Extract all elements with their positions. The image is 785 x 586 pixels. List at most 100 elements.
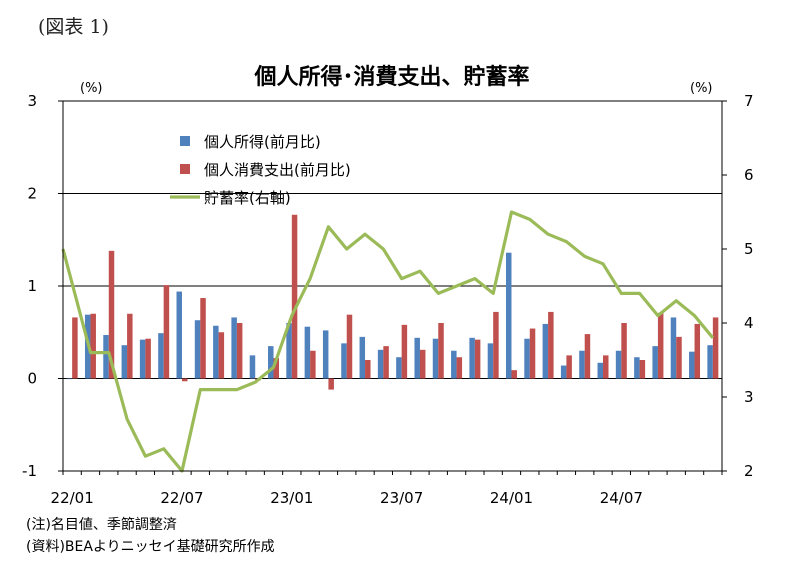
bar	[108, 250, 115, 379]
bar	[548, 311, 554, 379]
left-axis-unit: (%)	[80, 81, 103, 96]
bar	[291, 214, 298, 379]
bar	[194, 320, 201, 379]
bar	[346, 314, 353, 379]
bar	[181, 378, 188, 382]
bar	[90, 313, 96, 379]
bar	[359, 336, 366, 379]
bar	[286, 323, 292, 379]
chart-title: 個人所得･消費支出、貯蓄率	[253, 64, 529, 90]
bar	[694, 323, 701, 379]
bar	[505, 252, 512, 379]
bar	[365, 360, 371, 379]
bar	[566, 355, 572, 379]
bar	[322, 330, 329, 379]
bar	[469, 337, 475, 379]
bar	[200, 298, 206, 379]
bar	[145, 338, 151, 379]
bar	[657, 312, 664, 379]
bar	[621, 323, 627, 379]
bar	[139, 339, 146, 379]
bar	[639, 360, 646, 379]
line-series	[61, 210, 715, 473]
right-tick-label: 2	[744, 462, 754, 480]
bar	[72, 317, 78, 379]
bar	[432, 338, 439, 379]
chart: 個人所得･消費支出、貯蓄率 (%) (%) -1 0 1 2 3 2 3 4 5 6 7 22/01 2…	[22, 64, 754, 507]
bar	[438, 323, 444, 379]
bar	[676, 336, 682, 379]
right-axis-unit: (%)	[690, 81, 713, 96]
bar	[524, 338, 530, 379]
bar	[414, 337, 420, 379]
bar	[712, 317, 719, 379]
bar	[249, 355, 256, 379]
bar	[615, 350, 622, 379]
bar	[487, 343, 494, 379]
bar	[584, 334, 591, 379]
bar	[670, 317, 677, 379]
axes: -1 0 1 2 3 2 3 4 5 6 7 22/01 22/07 23/01 23/07 24/01 24/…	[22, 92, 754, 507]
bar-series	[66, 214, 719, 390]
bar	[341, 343, 347, 379]
bar	[158, 333, 164, 379]
bar	[377, 349, 384, 379]
right-tick-label: 4	[744, 314, 754, 332]
x-tick-label: 24/07	[600, 489, 643, 507]
right-tick-label: 7	[744, 92, 754, 110]
bar	[560, 365, 567, 379]
gridlines	[63, 100, 722, 472]
source-line: (資料)BEAよりニッセイ基礎研究所作成	[26, 539, 275, 555]
bar	[213, 325, 219, 379]
bar	[176, 291, 182, 379]
left-tick-label: 3	[27, 92, 37, 110]
legend-swatch	[180, 164, 190, 174]
bar	[127, 313, 133, 379]
bar	[542, 323, 549, 379]
legend-swatch	[180, 136, 190, 146]
left-tick-label: 2	[27, 185, 37, 203]
bar	[396, 357, 402, 379]
x-tick-label: 24/01	[490, 489, 533, 507]
bar	[66, 378, 73, 380]
bar	[579, 350, 585, 379]
x-tick-label: 22/07	[160, 489, 203, 507]
bar	[707, 345, 713, 379]
figure-label: (図表 1)	[38, 16, 109, 38]
bar	[689, 351, 695, 379]
bar	[218, 332, 225, 379]
right-tick-label: 3	[744, 388, 754, 406]
bar	[474, 339, 481, 379]
bar	[634, 357, 640, 379]
bar	[493, 311, 499, 379]
left-tick-label: 0	[27, 370, 37, 388]
bar	[236, 323, 243, 379]
bar	[103, 335, 109, 379]
legend-label: 貯蓄率(右軸)	[204, 189, 291, 207]
bar	[456, 357, 463, 379]
bar	[401, 324, 408, 379]
bar	[310, 350, 316, 379]
legend: 個人所得(前月比) 個人消費支出(前月比) 貯蓄率(右軸)	[170, 133, 351, 207]
right-tick-label: 6	[744, 166, 754, 184]
bar	[603, 355, 609, 379]
legend-label: 個人所得(前月比)	[204, 133, 321, 151]
bar	[163, 285, 170, 379]
right-tick-label: 5	[744, 240, 754, 258]
bar	[652, 346, 658, 379]
x-tick-label: 23/01	[270, 489, 313, 507]
notes: (注)名目値、季節調整済 (資料)BEAよりニッセイ基礎研究所作成	[26, 514, 275, 558]
bar	[383, 346, 389, 379]
bar	[268, 346, 274, 379]
note-line: (注)名目値、季節調整済	[26, 517, 177, 533]
left-tick-label: 1	[27, 277, 37, 295]
bar	[231, 317, 237, 379]
savings-rate-line	[61, 210, 715, 473]
bar	[511, 370, 517, 379]
x-tick-label: 22/01	[51, 489, 94, 507]
bar	[328, 378, 334, 390]
left-tick-label: -1	[22, 462, 37, 480]
bar	[529, 328, 536, 379]
bar	[597, 362, 604, 379]
x-tick-label: 23/07	[380, 489, 423, 507]
